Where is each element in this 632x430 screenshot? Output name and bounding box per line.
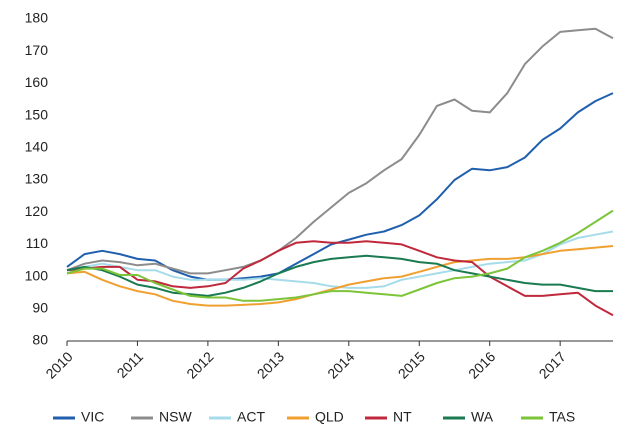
y-tick-label: 160 xyxy=(25,74,49,90)
y-tick-label: 140 xyxy=(25,139,49,155)
legend-label: NT xyxy=(393,409,412,425)
legend-label: TAS xyxy=(549,409,575,425)
y-tick-label: 110 xyxy=(26,235,49,251)
y-tick-label: 80 xyxy=(32,332,48,348)
legend-label: ACT xyxy=(237,409,265,425)
series-line xyxy=(66,240,614,317)
legend-label: QLD xyxy=(315,409,344,425)
y-tick-label: 150 xyxy=(25,106,49,122)
x-tick-label: 2011 xyxy=(114,348,147,381)
y-tick-label: 120 xyxy=(25,203,49,219)
series-line xyxy=(66,92,614,281)
x-tick-label: 2016 xyxy=(465,348,498,381)
series-line xyxy=(66,209,614,302)
y-tick-label: 90 xyxy=(32,300,48,316)
y-tick-label: 170 xyxy=(25,42,49,58)
series-line xyxy=(66,27,614,275)
legend-label: WA xyxy=(471,409,494,425)
x-tick-label: 2012 xyxy=(183,348,216,381)
legend-label: VIC xyxy=(81,409,104,425)
x-tick-label: 2015 xyxy=(395,348,428,381)
y-tick-label: 180 xyxy=(25,10,49,26)
x-tick-label: 2014 xyxy=(324,348,357,381)
series-line xyxy=(66,245,614,307)
legend-label: NSW xyxy=(159,409,192,425)
y-tick-label: 100 xyxy=(25,267,49,283)
x-tick-label: 2017 xyxy=(536,348,569,381)
x-tick-label: 2013 xyxy=(254,348,287,381)
y-tick-label: 130 xyxy=(25,171,49,187)
series-line xyxy=(66,254,613,297)
x-tick-label: 2010 xyxy=(42,348,75,381)
